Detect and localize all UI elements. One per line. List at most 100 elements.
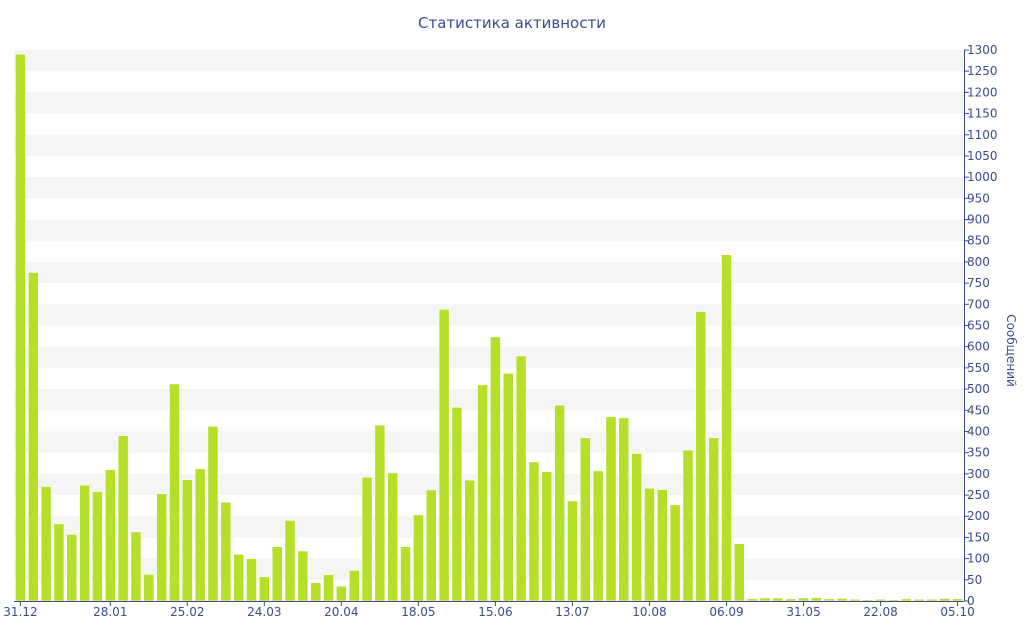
y-tick-label: 150 — [967, 530, 990, 544]
x-tick-label: 24.03 — [247, 605, 281, 619]
bar — [875, 599, 886, 602]
bar — [900, 598, 912, 602]
bar — [785, 598, 796, 602]
bar — [259, 576, 270, 602]
y-tick-label: 600 — [967, 340, 990, 354]
bar — [28, 272, 39, 602]
bar — [194, 468, 206, 602]
y-tick-label: 800 — [967, 255, 990, 269]
y-tick-label: 550 — [967, 361, 990, 375]
bar — [682, 449, 694, 602]
bar — [297, 550, 309, 602]
bar — [451, 407, 463, 602]
y-tick-label: 0 — [967, 594, 975, 608]
bar — [143, 574, 155, 602]
bar — [939, 598, 951, 602]
x-tick-label: 15.06 — [478, 605, 512, 619]
bar — [528, 461, 540, 602]
bar — [618, 417, 630, 602]
bar — [952, 598, 963, 602]
bar — [580, 437, 591, 602]
bar — [130, 531, 142, 602]
bar — [798, 597, 809, 602]
y-tick-label: 350 — [967, 446, 990, 460]
bar — [233, 554, 244, 602]
bar — [823, 598, 835, 602]
y-tick-label: 200 — [967, 509, 990, 523]
bar — [477, 384, 488, 602]
grid-band — [14, 261, 964, 284]
bar — [746, 598, 758, 602]
chart-title: Статистика активности — [418, 14, 606, 32]
bar — [644, 488, 655, 602]
bar — [926, 599, 938, 602]
grid-band — [14, 473, 964, 496]
x-tick-label: 31.12 — [3, 605, 37, 619]
grid-band — [14, 177, 964, 199]
bar — [323, 574, 334, 602]
x-tick-label: 28.01 — [93, 605, 127, 619]
bar — [657, 489, 668, 602]
bar — [207, 426, 219, 602]
bar — [310, 582, 321, 602]
y-tick-label: 1100 — [967, 128, 998, 142]
grid-band — [14, 304, 964, 326]
bar — [15, 53, 26, 602]
y-tick-label: 50 — [967, 573, 982, 587]
y-tick-label: 100 — [967, 552, 990, 566]
bar — [695, 311, 707, 602]
bar — [849, 599, 861, 602]
x-tick-label: 18.05 — [401, 605, 435, 619]
bar — [669, 504, 681, 602]
y-tick-label: 250 — [967, 488, 990, 502]
bar — [284, 520, 296, 602]
x-tick-label: 10.08 — [632, 605, 666, 619]
y-tick-label: 750 — [967, 276, 990, 290]
bar — [53, 523, 65, 602]
bar — [515, 355, 527, 602]
y-tick-label: 1200 — [967, 85, 998, 99]
y-tick-label: 1050 — [967, 149, 998, 163]
bar — [888, 599, 899, 602]
bar — [374, 424, 386, 602]
y-tick-label: 400 — [967, 424, 990, 438]
bar — [413, 514, 424, 602]
grid-band — [14, 389, 964, 411]
bar — [117, 435, 129, 602]
grid-band — [14, 431, 964, 453]
bar — [721, 254, 732, 602]
bar — [336, 585, 347, 602]
bar — [66, 534, 78, 602]
bar — [913, 599, 925, 602]
bar — [708, 437, 719, 602]
bar — [182, 479, 193, 602]
x-tick-label: 20.04 — [324, 605, 358, 619]
y-tick-label: 450 — [967, 403, 990, 417]
bar — [503, 373, 514, 602]
bar — [836, 598, 848, 602]
bar — [541, 471, 553, 602]
bar — [464, 479, 475, 602]
x-tick-label: 06.09 — [709, 605, 743, 619]
x-tick-label: 05.10 — [940, 605, 974, 619]
grid-band — [14, 92, 964, 114]
bar — [361, 476, 373, 602]
y-tick-label: 850 — [967, 234, 990, 248]
bar — [772, 597, 784, 602]
bar — [105, 469, 116, 602]
bar — [438, 309, 450, 602]
bar — [759, 597, 771, 602]
y-tick-label: 700 — [967, 297, 990, 311]
grid-band — [14, 50, 964, 72]
x-tick-label: 25.02 — [170, 605, 204, 619]
bar — [811, 597, 822, 602]
x-tick-label: 31.05 — [786, 605, 820, 619]
x-tick-label: 13.07 — [555, 605, 589, 619]
y-tick-label: 1000 — [967, 170, 998, 184]
bar — [169, 383, 180, 602]
bar — [387, 472, 398, 602]
bar — [425, 489, 437, 602]
y-tick-label: 650 — [967, 319, 990, 333]
bar — [156, 493, 167, 602]
